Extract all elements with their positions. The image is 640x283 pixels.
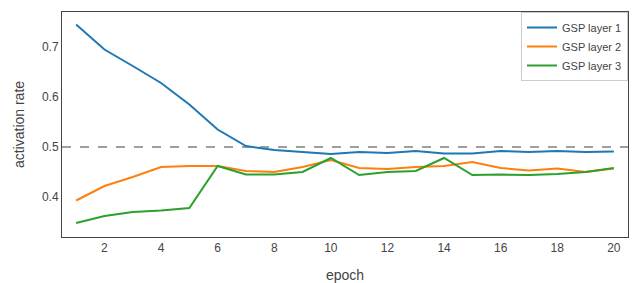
svg-text:0.4: 0.4 [42,190,59,204]
svg-text:2: 2 [101,241,108,255]
svg-text:4: 4 [158,241,165,255]
svg-text:10: 10 [324,241,338,255]
svg-text:14: 14 [437,241,451,255]
svg-text:18: 18 [551,241,565,255]
svg-text:0.7: 0.7 [42,40,59,54]
svg-text:8: 8 [271,241,278,255]
svg-text:6: 6 [214,241,221,255]
svg-text:20: 20 [607,241,621,255]
svg-text:GSP layer 2: GSP layer 2 [562,41,621,53]
svg-text:0.5: 0.5 [42,140,59,154]
svg-text:16: 16 [494,241,508,255]
svg-text:GSP layer 3: GSP layer 3 [562,60,621,72]
svg-text:0.6: 0.6 [42,90,59,104]
svg-text:12: 12 [381,241,395,255]
svg-text:GSP layer 1: GSP layer 1 [562,22,621,34]
svg-text:activation rate: activation rate [11,81,27,168]
svg-text:epoch: epoch [326,267,364,283]
